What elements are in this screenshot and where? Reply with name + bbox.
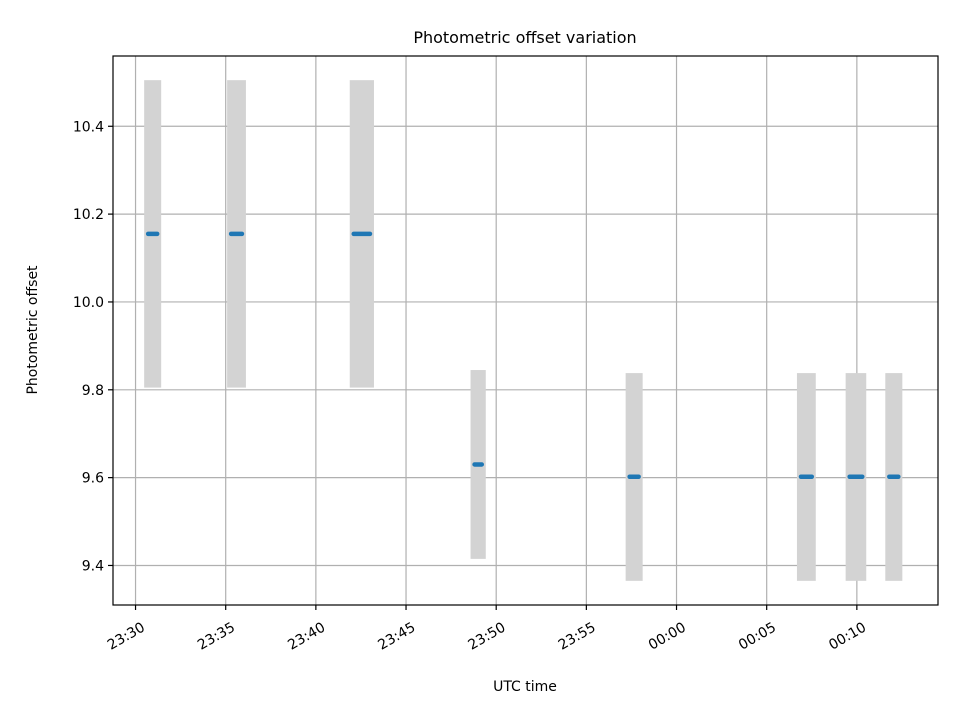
- x-tick-label: 23:55: [556, 620, 599, 654]
- y-axis-label: Photometric offset: [25, 265, 41, 395]
- y-tick-label: 9.4: [82, 558, 104, 574]
- y-axis: 9.4 9.6 9.8 10.0 10.2 10.4: [73, 119, 113, 574]
- y-tick-label: 9.6: [82, 471, 104, 487]
- x-axis-label: UTC time: [493, 679, 557, 695]
- x-axis: 23:30 23:35 23:40 23:45 23:50 23:55 00:00 00:05…: [105, 605, 869, 654]
- y-tick-label: 10.2: [73, 207, 104, 223]
- x-tick-label: 00:00: [646, 620, 689, 654]
- x-tick-label: 23:50: [466, 620, 509, 654]
- x-tick-label: 23:30: [105, 620, 148, 654]
- x-tick-label: 00:05: [736, 620, 779, 654]
- y-tick-label: 9.8: [82, 383, 104, 399]
- plot-frame: [112, 55, 939, 606]
- x-tick-label: 23:45: [375, 620, 418, 654]
- x-tick-label: 00:10: [826, 620, 869, 654]
- y-tick-label: 10.0: [73, 295, 104, 311]
- data-points: [145, 231, 901, 480]
- chart-title: Photometric offset variation: [413, 28, 636, 47]
- x-tick-label: 23:40: [285, 620, 328, 654]
- y-tick-label: 10.4: [73, 119, 104, 135]
- x-tick-label: 23:35: [195, 620, 238, 654]
